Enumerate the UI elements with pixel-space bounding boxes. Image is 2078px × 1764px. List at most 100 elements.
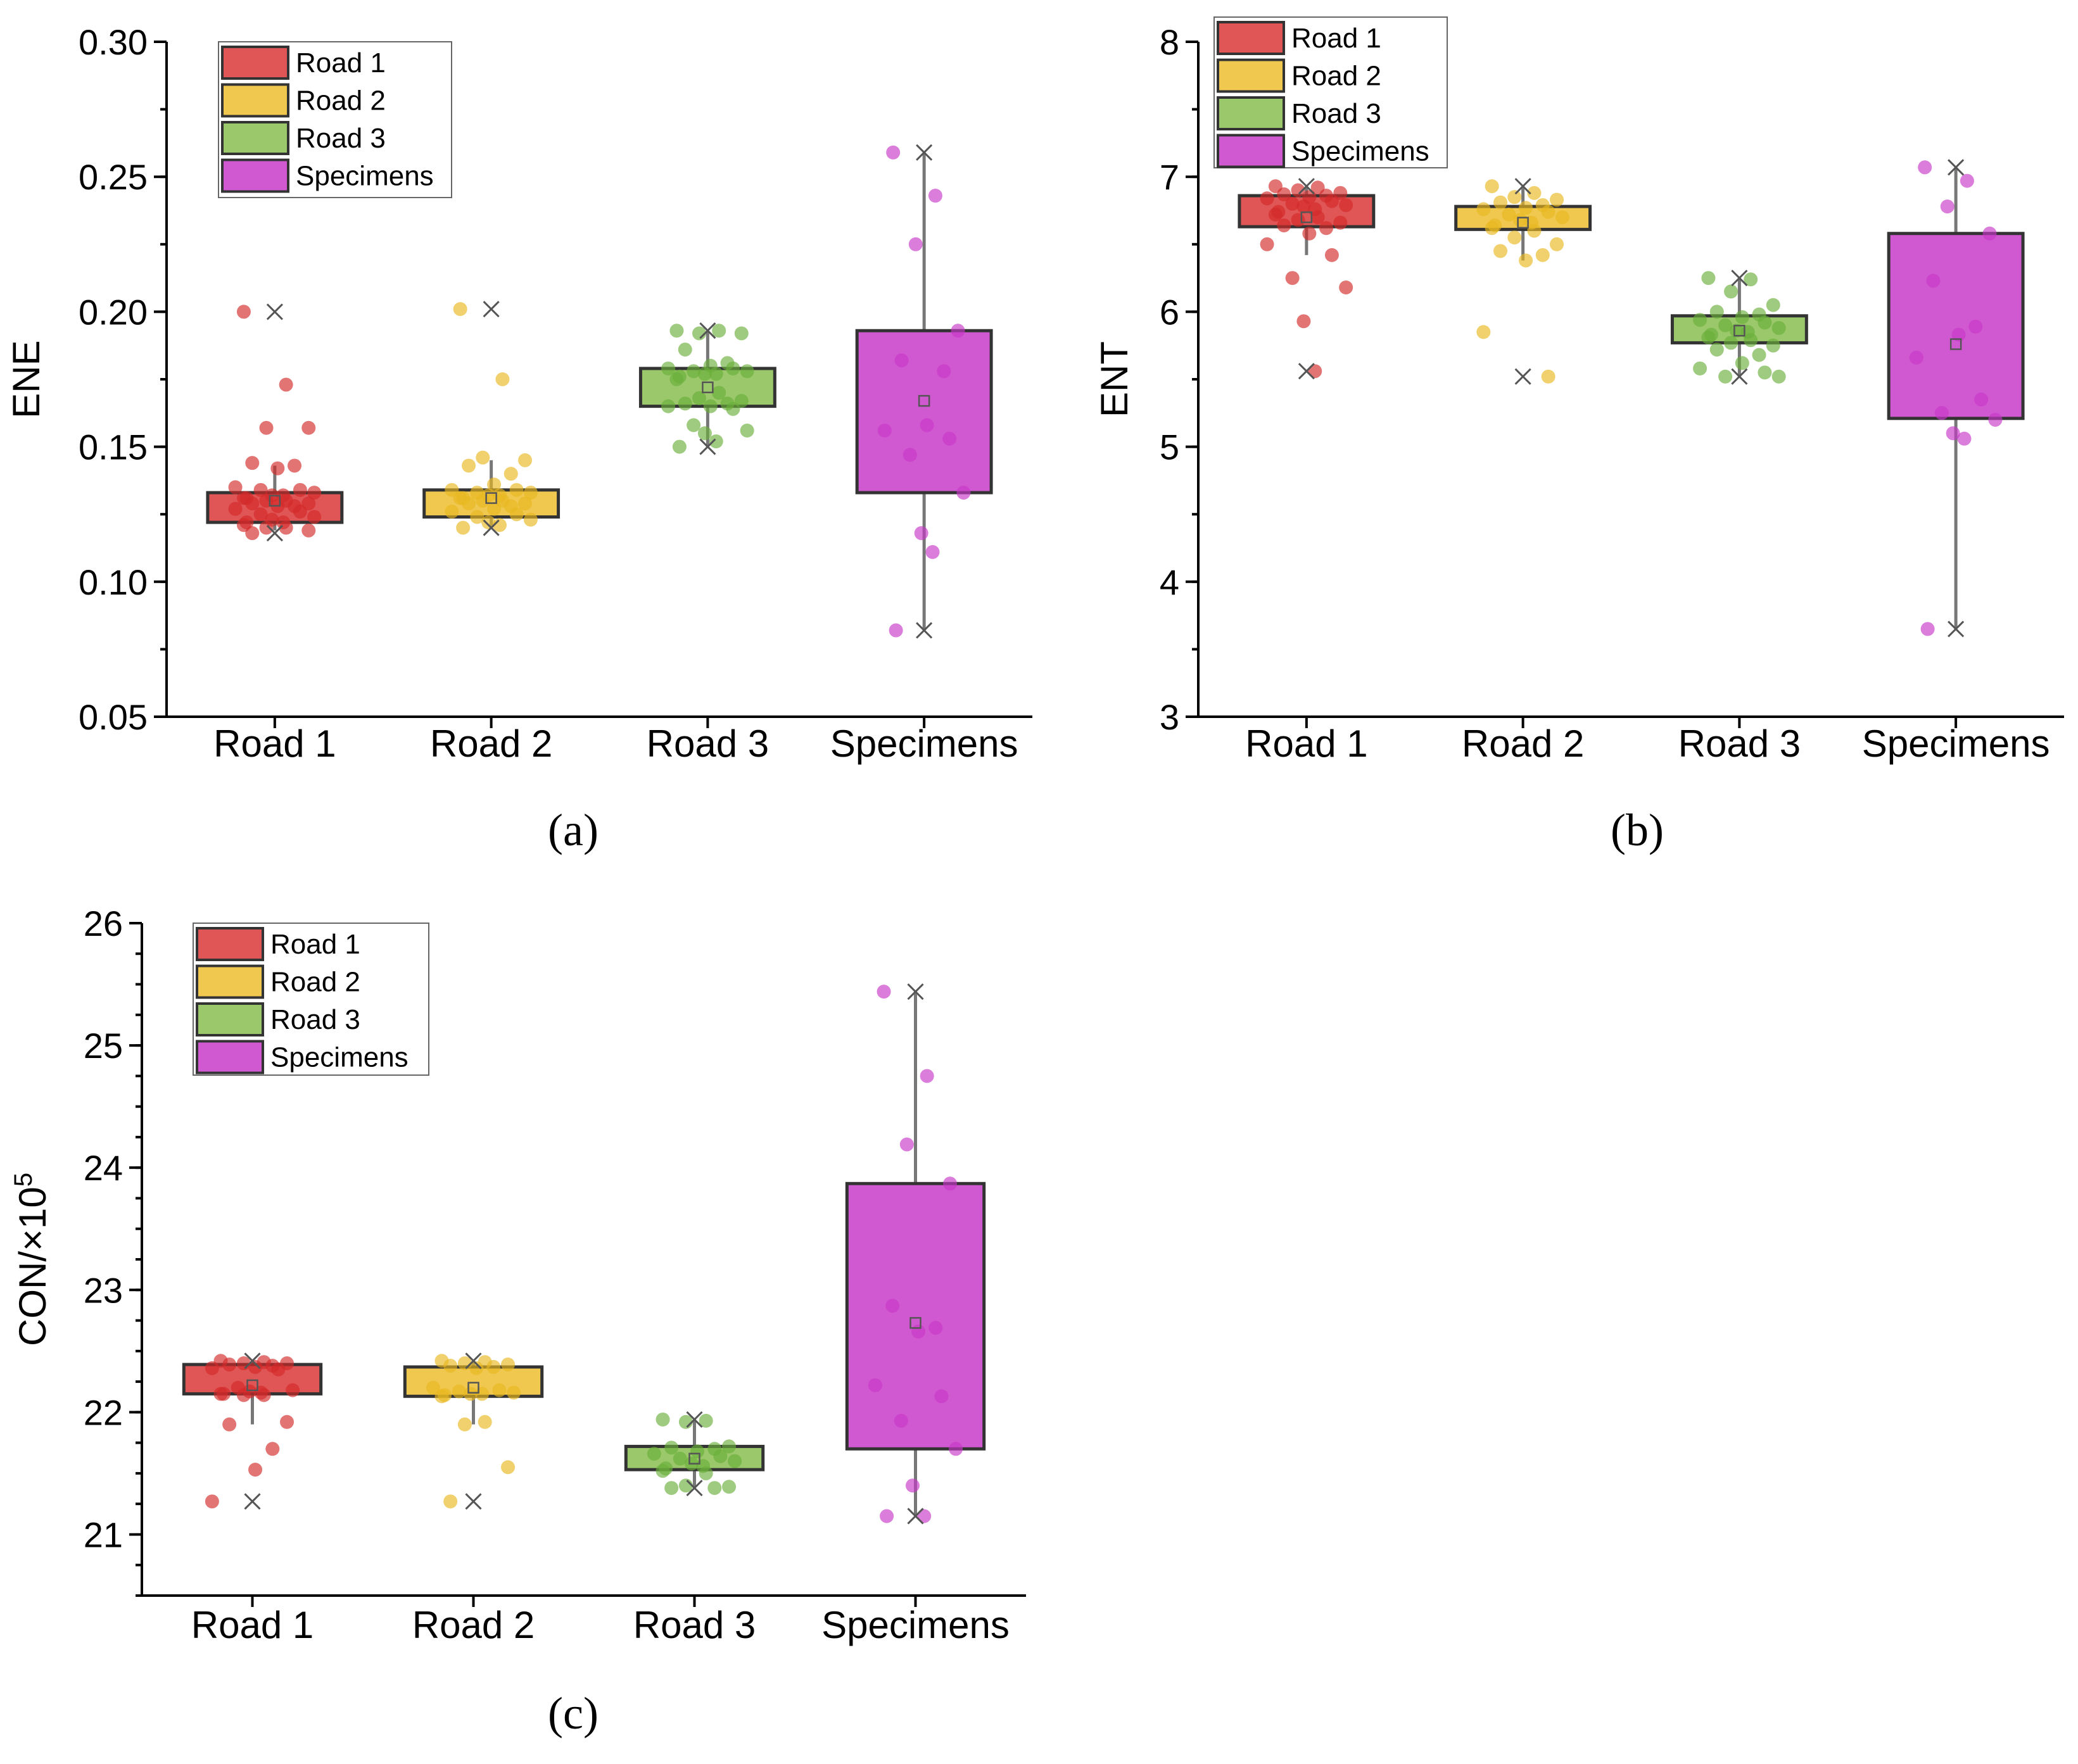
data-point [487, 477, 502, 492]
mean-marker [909, 1317, 922, 1329]
data-point [271, 1362, 286, 1377]
extreme-marker-stroke [1514, 368, 1531, 385]
legend-label: Road 3 [270, 1004, 360, 1035]
data-point [656, 1464, 670, 1478]
series-road-3 [624, 1411, 765, 1497]
y-tick-label: 26 [84, 904, 123, 943]
data-point [928, 189, 942, 203]
legend-label: Road 2 [296, 85, 386, 117]
data-point [307, 486, 322, 500]
data-point [1766, 298, 1780, 312]
data-point [669, 372, 684, 386]
data-point [920, 418, 934, 432]
data-point [518, 496, 533, 511]
data-point [690, 1444, 705, 1459]
data-point [1988, 412, 2003, 427]
data-point [1766, 338, 1780, 353]
x-category-label: Road 2 [430, 722, 552, 765]
data-point [248, 1359, 263, 1374]
data-point [1519, 201, 1533, 215]
data-point [1951, 327, 1966, 342]
data-point [647, 1447, 661, 1461]
series-road-1 [206, 303, 344, 542]
data-point [1296, 199, 1311, 214]
data-point [228, 501, 243, 516]
data-point [523, 512, 538, 527]
data-point [1476, 202, 1491, 217]
data-point [1735, 356, 1749, 370]
legend-swatch [221, 158, 289, 193]
y-tick-label: 25 [84, 1026, 123, 1066]
panel-label: (c) [548, 1688, 599, 1739]
extreme-marker [483, 301, 500, 318]
series-road-3 [638, 322, 776, 455]
extreme-marker [1298, 363, 1315, 380]
data-point [1291, 183, 1305, 198]
data-point [286, 1383, 300, 1397]
data-point [703, 399, 718, 413]
data-point [673, 1451, 687, 1466]
extreme-marker [907, 983, 924, 1000]
extreme-marker [1514, 368, 1531, 385]
data-point [1333, 215, 1348, 230]
series-road-2 [1454, 178, 1592, 385]
data-point [1909, 350, 1923, 365]
data-point [661, 399, 676, 413]
data-point [740, 424, 754, 438]
data-point [456, 520, 471, 535]
legend-label: Specimens [296, 161, 434, 192]
extreme-marker [244, 1352, 261, 1370]
extreme-marker [1948, 159, 1965, 176]
extreme-marker-stroke [907, 1508, 924, 1525]
data-point [1918, 160, 1932, 175]
data-point [492, 1383, 507, 1397]
data-point [265, 1442, 280, 1456]
x-category-label: Road 1 [213, 722, 336, 765]
mean-marker [485, 492, 497, 504]
mean-marker [1949, 338, 1962, 350]
data-point [245, 526, 260, 541]
data-point [1771, 320, 1786, 335]
data-point [877, 985, 891, 999]
extreme-marker-stroke [686, 1480, 703, 1497]
extreme-marker [1731, 368, 1748, 385]
data-point [462, 458, 476, 473]
data-point [1527, 224, 1542, 238]
data-point [279, 377, 293, 392]
data-point [1493, 244, 1508, 258]
extreme-marker [266, 524, 283, 542]
data-point [1296, 314, 1311, 329]
extreme-marker [686, 1411, 703, 1428]
data-point [1550, 192, 1564, 207]
legend-label: Road 2 [270, 967, 360, 998]
extreme-marker [1731, 270, 1748, 287]
extreme-marker [1948, 621, 1965, 638]
series-specimens [845, 983, 986, 1525]
data-point [452, 1384, 466, 1399]
data-point [1758, 315, 1772, 330]
legend: Road 1 Road 2 Road 3 Specimens [1213, 16, 1448, 168]
extreme-marker-stroke [686, 1411, 703, 1428]
data-point [664, 1481, 679, 1496]
series-road-1 [182, 1352, 323, 1510]
legend-label: Specimens [270, 1042, 409, 1073]
extreme-marker [1298, 178, 1315, 195]
y-tick-label: 7 [1160, 157, 1179, 197]
data-point [697, 367, 712, 381]
data-point [1507, 190, 1522, 205]
extreme-marker-stroke [244, 1493, 261, 1510]
legend: Road 1 Road 2 Road 3 Specimens [193, 923, 429, 1076]
data-point [1485, 179, 1499, 194]
data-point [1519, 253, 1533, 268]
y-axis-label: CON/×105 [10, 1173, 54, 1346]
data-point [899, 1137, 914, 1152]
extreme-marker [244, 1493, 261, 1510]
data-point [942, 431, 957, 446]
data-point [889, 623, 903, 638]
legend-swatch [1217, 21, 1285, 55]
data-point [1735, 310, 1749, 324]
data-point [257, 1388, 271, 1402]
mean-marker [1517, 217, 1529, 229]
